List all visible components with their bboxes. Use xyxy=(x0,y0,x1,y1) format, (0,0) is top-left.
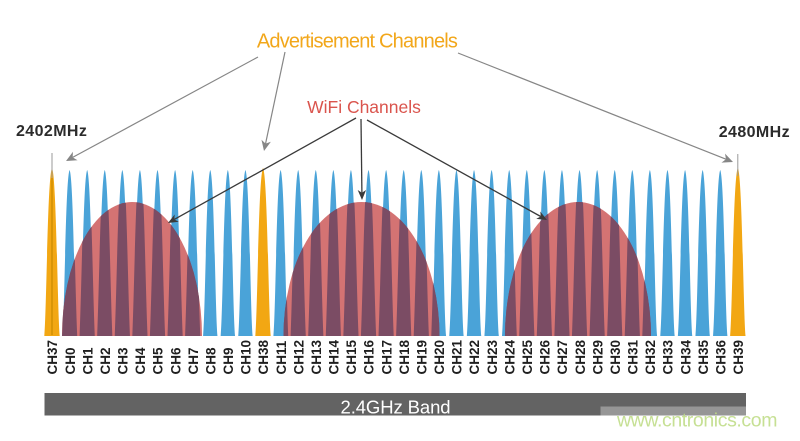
svg-text:CH36: CH36 xyxy=(713,339,728,374)
svg-text:2402MHz: 2402MHz xyxy=(16,123,87,140)
svg-text:CH4: CH4 xyxy=(133,347,148,374)
svg-text:CH8: CH8 xyxy=(203,347,218,374)
svg-text:CH1: CH1 xyxy=(80,347,95,374)
svg-text:CH29: CH29 xyxy=(590,340,605,375)
svg-text:Advertisement Channels: Advertisement Channels xyxy=(257,31,458,53)
svg-text:CH9: CH9 xyxy=(221,347,236,374)
svg-text:CH18: CH18 xyxy=(397,339,412,374)
svg-text:CH31: CH31 xyxy=(626,339,641,374)
svg-text:CH26: CH26 xyxy=(538,339,553,374)
svg-text:CH6: CH6 xyxy=(168,347,183,374)
svg-text:CH20: CH20 xyxy=(432,340,447,375)
svg-text:2.4GHz Band: 2.4GHz Band xyxy=(341,397,451,418)
svg-text:CH37: CH37 xyxy=(45,340,60,375)
svg-text:CH27: CH27 xyxy=(555,340,570,375)
svg-text:CH3: CH3 xyxy=(116,347,131,374)
svg-text:CH39: CH39 xyxy=(731,340,746,375)
svg-text:CH35: CH35 xyxy=(696,339,711,374)
svg-text:CH13: CH13 xyxy=(309,339,324,374)
svg-text:WiFi Channels: WiFi Channels xyxy=(307,97,421,117)
svg-text:CH38: CH38 xyxy=(256,339,271,374)
svg-text:CH16: CH16 xyxy=(362,339,377,374)
svg-text:CH25: CH25 xyxy=(520,339,535,374)
svg-text:CH10: CH10 xyxy=(239,340,254,375)
svg-text:CH11: CH11 xyxy=(274,340,289,374)
svg-text:CH14: CH14 xyxy=(327,339,342,374)
svg-text:CH5: CH5 xyxy=(151,347,166,374)
svg-text:CH24: CH24 xyxy=(502,339,517,374)
svg-text:CH21: CH21 xyxy=(450,339,465,374)
svg-text:CH12: CH12 xyxy=(291,340,306,375)
svg-text:CH34: CH34 xyxy=(678,339,693,374)
svg-text:CH19: CH19 xyxy=(414,340,429,375)
svg-text:CH2: CH2 xyxy=(98,347,113,374)
svg-text:CH17: CH17 xyxy=(379,340,394,375)
svg-text:www.cntronics.com: www.cntronics.com xyxy=(616,410,777,432)
svg-text:CH23: CH23 xyxy=(485,339,500,374)
svg-text:CH7: CH7 xyxy=(186,347,201,374)
svg-text:CH30: CH30 xyxy=(608,340,623,375)
svg-text:CH33: CH33 xyxy=(661,339,676,374)
svg-text:CH28: CH28 xyxy=(573,339,588,374)
svg-text:CH22: CH22 xyxy=(467,340,482,375)
svg-text:CH15: CH15 xyxy=(344,339,359,374)
svg-text:CH32: CH32 xyxy=(643,340,658,375)
svg-text:CH0: CH0 xyxy=(63,347,78,374)
svg-text:2480MHz: 2480MHz xyxy=(719,124,790,141)
